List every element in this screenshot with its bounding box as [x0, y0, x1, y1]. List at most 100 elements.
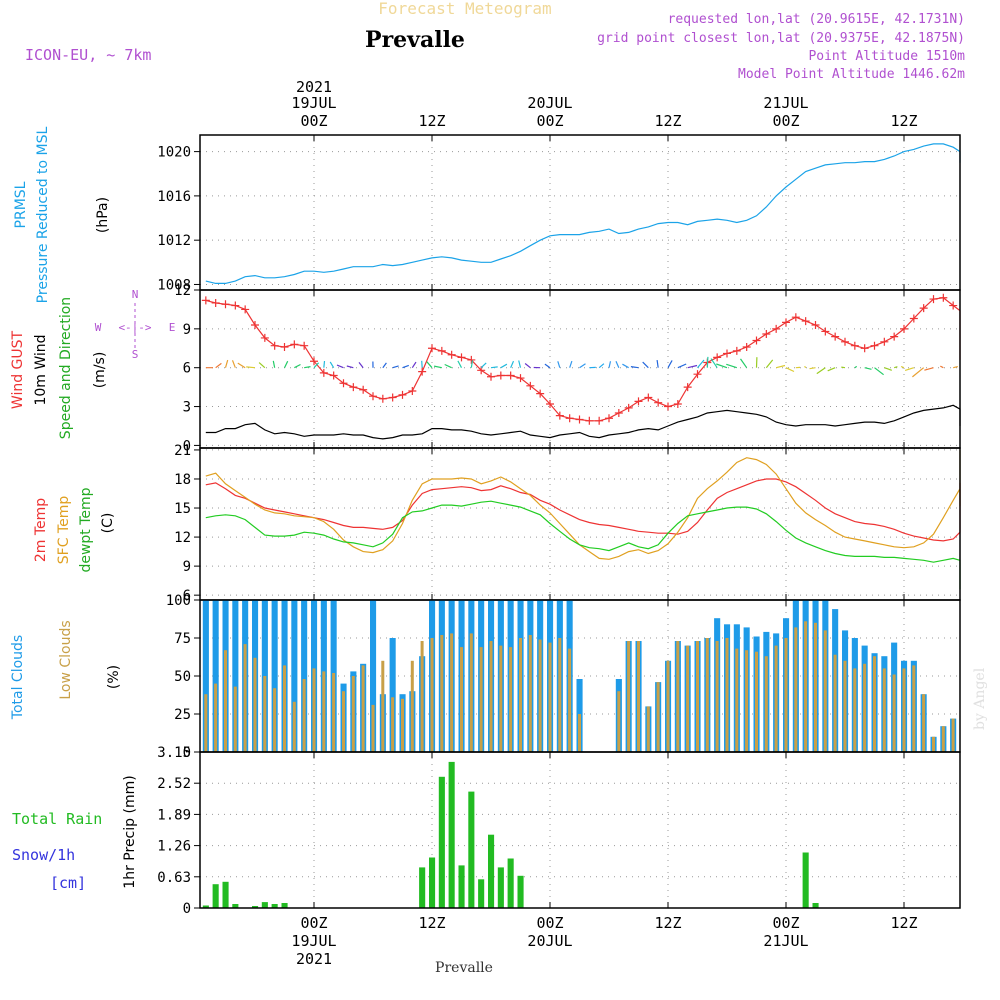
wind-arrow-31 [510, 360, 515, 368]
point-altitude: Point Altitude 1510m [808, 49, 965, 64]
low-cloud-bar-76 [951, 718, 955, 752]
low-cloud-bar-33 [528, 635, 532, 752]
gust-point-33 [526, 381, 535, 390]
wind-arrow-58 [776, 364, 786, 369]
wind-arrow-69 [884, 367, 892, 371]
low-cloud-bar-5 [253, 657, 257, 752]
wind-arrow-76 [953, 366, 958, 369]
rain-bar-6 [261, 902, 268, 908]
gust-point-43 [624, 403, 633, 412]
low-cloud-bar-17 [371, 704, 375, 752]
low-cloud-bar-47 [666, 660, 670, 752]
wind-dir-label: Speed and Direction [58, 297, 74, 439]
gust-point-1 [211, 298, 220, 307]
rain-bar-22 [419, 867, 426, 908]
wind-10m-label: 10m Wind [33, 334, 49, 405]
low-cloud-bar-4 [243, 644, 247, 752]
low-cloud-bar-53 [725, 638, 729, 752]
wind-arrow-10 [304, 366, 311, 369]
wind-arrow-36 [557, 361, 561, 368]
gust-point-59 [782, 318, 790, 327]
wind-arrow-45 [642, 361, 649, 369]
wind-arrow-74 [924, 367, 934, 371]
clouds-unit: (%) [106, 665, 122, 689]
pressure-label-1: PRMSL [13, 181, 29, 228]
low-cloud-bar-70 [892, 674, 896, 752]
wind-arrow-4 [237, 362, 246, 369]
wind-arrow-16 [358, 362, 364, 369]
precipitation-ytick-label-5: 3.15 [157, 745, 191, 761]
wind-arrow-24 [433, 365, 442, 369]
low-cloud-bar-22 [420, 641, 424, 752]
gust-point-12 [319, 368, 328, 377]
wind-arrow-49 [687, 364, 698, 369]
wind-arrow-72 [904, 367, 915, 371]
snow-label: Snow/1h [12, 846, 75, 864]
low-cloud-bar-2 [224, 650, 227, 752]
gust-point-62 [811, 320, 820, 329]
low-cloud-bar-32 [519, 638, 522, 752]
gust-point-31 [506, 371, 515, 380]
total-cloud-bar-1 [212, 600, 219, 752]
wind-arrow-52 [710, 358, 718, 369]
top-year: 2021 [296, 78, 332, 96]
low-cloud-bar-35 [548, 642, 552, 752]
low-cloud-bar-20 [401, 698, 404, 752]
rain-bar-5 [252, 906, 259, 908]
bottom-time-3: 00Z [536, 914, 563, 932]
gust-point-67 [860, 344, 869, 353]
wind-arrow-73 [912, 367, 925, 378]
gust-point-38 [575, 415, 584, 424]
model-altitude: Model Point Altitude 1446.62m [738, 67, 965, 82]
gust-point-22 [418, 367, 427, 376]
rain-bar-3 [232, 904, 239, 908]
low-cloud-bar-23 [430, 638, 434, 752]
gust-point-15 [349, 383, 358, 392]
wind-ytick-label-2: 6 [183, 361, 191, 377]
low-cloud-bar-75 [941, 726, 945, 752]
wind-arrow-55 [740, 358, 748, 369]
gust-point-56 [752, 336, 761, 345]
wind-arrow-62 [809, 367, 816, 370]
wind-arrow-12 [323, 360, 326, 368]
temp-unit: (C) [100, 513, 116, 534]
wind-arrow-40 [598, 363, 605, 369]
wind-arrow-42 [615, 361, 620, 368]
gust-point-50 [693, 370, 702, 379]
bottom-time-4: 12Z [654, 914, 681, 932]
low-cloud-bar-43 [627, 641, 631, 752]
total-cloud-bar-17 [370, 600, 377, 752]
bottom-year: 2021 [296, 950, 332, 968]
rain-bar-32 [517, 875, 524, 908]
low-cloud-bar-9 [292, 701, 296, 752]
wind-arrow-26 [457, 360, 463, 368]
wind-arrow-64 [827, 367, 836, 372]
wind-arrow-2 [224, 359, 229, 368]
gust-point-24 [437, 346, 446, 355]
precipitation-ytick-label-4: 2.52 [157, 776, 191, 792]
low-cloud-bar-27 [469, 633, 473, 752]
low-cloud-bar-37 [568, 648, 572, 752]
wind-series-0 [205, 297, 961, 422]
gust-point-52 [713, 353, 722, 362]
rain-label: Total Rain [12, 810, 102, 828]
gust-point-20 [398, 390, 407, 399]
gust-point-45 [644, 393, 653, 402]
wind-ytick-label-1: 3 [183, 400, 191, 416]
precip-labels: Total Rain Snow/1h [cm] 1hr Precip (mm) [12, 775, 138, 892]
pressure-ytick-label-3: 1020 [157, 145, 191, 161]
temperature-ytick-label-4: 18 [174, 472, 191, 488]
gust-point-57 [762, 330, 771, 339]
model-label: ICON-EU, ~ 7km [25, 46, 151, 64]
rain-bar-25 [448, 761, 455, 908]
wind-arrow-44 [630, 366, 639, 369]
low-cloud-bar-49 [686, 645, 690, 752]
low-cloud-bar-60 [794, 627, 798, 752]
top-time-3: 00Z [536, 112, 563, 130]
title: Forecast Meteogram [378, 0, 551, 18]
low-cloud-bar-18 [381, 660, 385, 752]
temperature-ytick-label-2: 12 [174, 530, 191, 546]
wind-arrow-27 [470, 360, 474, 368]
clouds-ytick-label-1: 25 [174, 707, 191, 723]
wind-arrow-28 [480, 362, 487, 369]
